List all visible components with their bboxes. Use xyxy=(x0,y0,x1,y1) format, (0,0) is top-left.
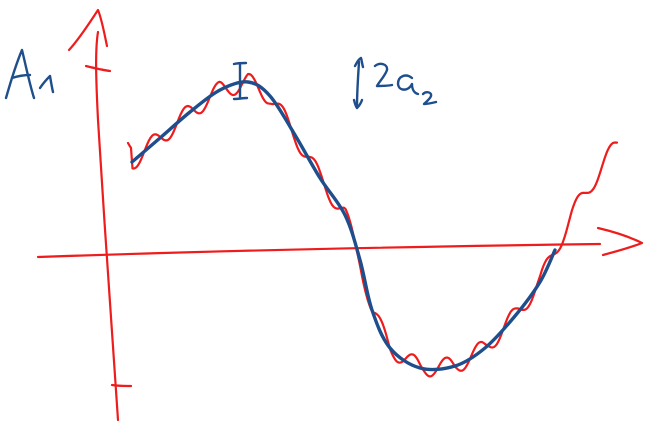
noisy-signal xyxy=(126,72,619,378)
smooth-signal xyxy=(130,80,557,372)
ripple-annotation: 2a2 xyxy=(352,56,438,110)
double-arrow-head-top xyxy=(353,56,365,69)
subscript-one xyxy=(38,74,55,94)
subscript-two xyxy=(421,91,438,106)
double-arrow-shaft xyxy=(355,60,361,108)
peak-marker-bottom xyxy=(232,96,249,101)
letter-a xyxy=(4,48,36,100)
y-axis-arrowhead xyxy=(67,8,109,52)
letter-a-lower xyxy=(396,74,420,96)
x-axis-arrowhead xyxy=(596,226,644,257)
y-tick-bottom xyxy=(110,383,133,388)
y-tick-top xyxy=(84,64,112,73)
digit-two xyxy=(373,62,394,88)
amplitude-label: A1 xyxy=(4,48,55,100)
axes xyxy=(36,8,644,422)
x-axis xyxy=(36,242,602,259)
letter-a-crossbar xyxy=(10,73,32,80)
y-axis xyxy=(95,30,120,422)
peak-marker xyxy=(232,61,249,101)
double-arrow-head-bottom xyxy=(352,98,364,110)
